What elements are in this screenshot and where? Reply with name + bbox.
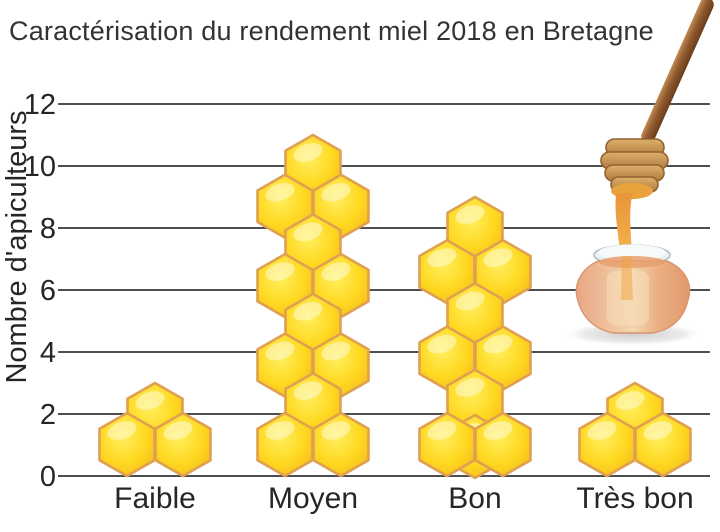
y-tick-label: 0 [40,461,56,493]
honeycomb-hexagon-icon [474,238,532,305]
y-tick-label: 8 [40,213,56,245]
honey-jar-illustration [561,0,714,346]
y-tick-label: 10 [24,151,56,183]
honeycomb-hexagon-icon [312,411,370,478]
honeycomb-hexagon-icon [418,238,476,305]
honeycomb-hexagon-icon [446,368,504,435]
honeycomb-hexagon-icon [634,411,692,478]
x-category-label: Faible [114,482,196,515]
honey-dipper-handle-icon [641,0,714,144]
y-tick-label: 4 [40,337,56,369]
y-tick-label: 2 [40,399,56,431]
y-axis-title: Nombre d'apiculteurs [1,110,33,383]
x-category-label: Moyen [268,482,358,515]
bar-moyen [256,133,370,478]
axis-labels: 0 2 4 6 8 10 12 Faible Moyen Bon Très bon [24,89,694,515]
honey-dipper-head-icon [600,138,669,193]
honeycomb-hexagon-icon [474,411,532,478]
honeycomb-hexagon-icon [474,325,532,391]
jar-honey-surface [599,256,665,268]
honey-stream [615,193,633,254]
y-tick-label: 6 [40,275,56,307]
honeycomb-hexagon-icon [446,282,504,348]
x-category-label: Très bon [576,482,693,515]
jar-lid-top [598,244,666,261]
honeycomb-hexagon-icon [418,411,476,478]
bars [98,133,692,480]
honeycomb-hexagon-icon [154,411,212,478]
bar-très-bon [578,381,692,478]
bar-faible [98,381,212,478]
bar-bon [418,195,532,480]
y-tick-label: 12 [24,89,56,121]
honey-stream-in-jar [621,256,633,300]
chart-title: Caractérisation du rendement miel 2018 e… [9,16,654,46]
x-category-label: Bon [448,482,501,515]
